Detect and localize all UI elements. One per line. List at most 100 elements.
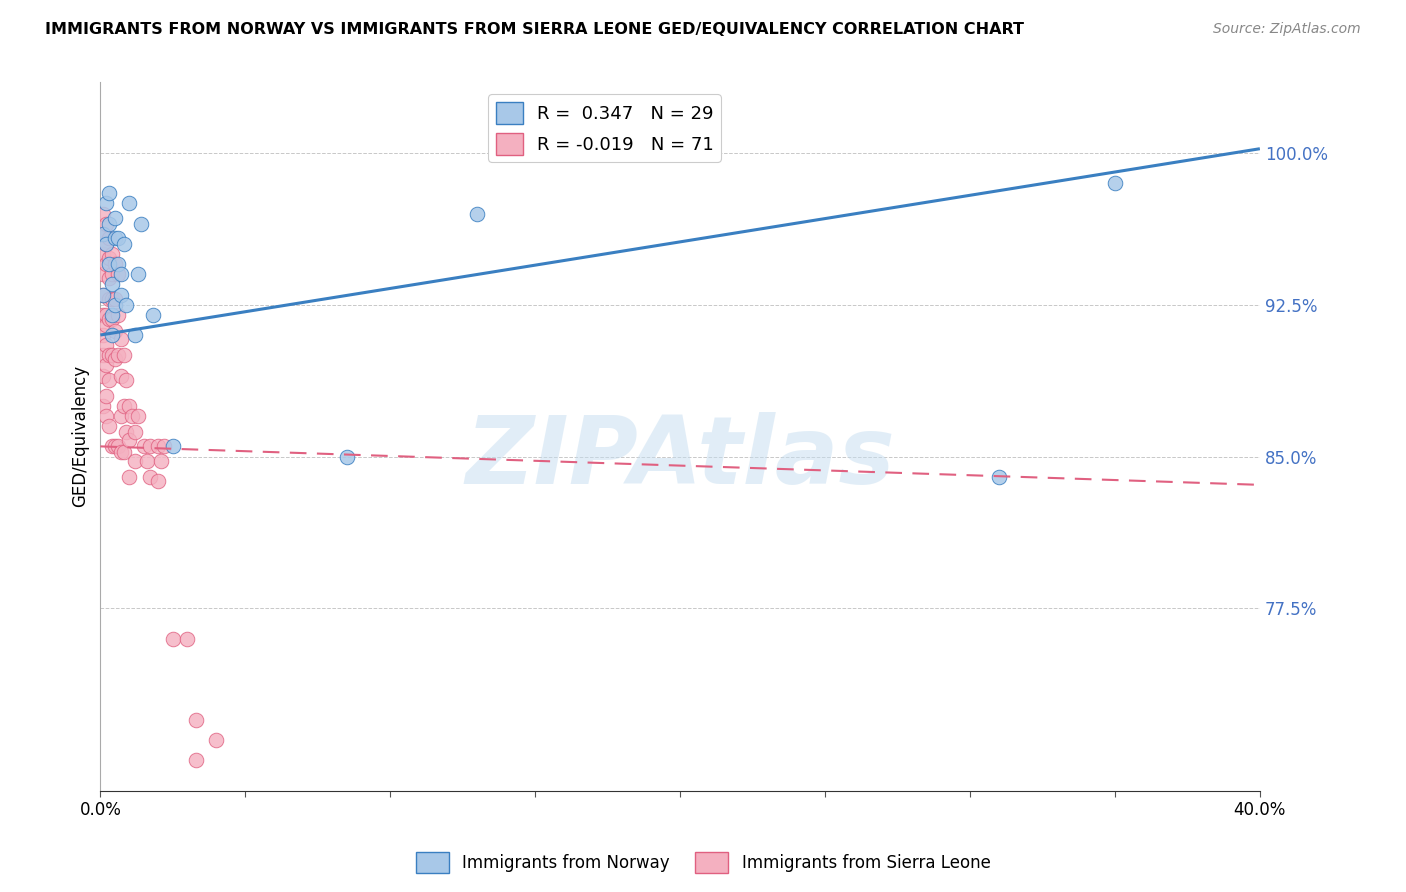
Point	[1104, 176, 1126, 190]
Legend: R =  0.347   N = 29, R = -0.019   N = 71: R = 0.347 N = 29, R = -0.019 N = 71	[488, 95, 721, 162]
Point	[91, 399, 114, 413]
Point	[127, 409, 149, 423]
Point	[98, 251, 121, 265]
Point	[98, 217, 121, 231]
Point	[129, 217, 152, 231]
Point	[91, 206, 114, 220]
Text: Source: ZipAtlas.com: Source: ZipAtlas.com	[1213, 22, 1361, 37]
Point	[141, 308, 163, 322]
Point	[112, 399, 135, 413]
Point	[101, 311, 124, 326]
Point	[107, 231, 129, 245]
Point	[107, 267, 129, 281]
Point	[205, 733, 228, 747]
Point	[94, 318, 117, 332]
Point	[91, 227, 114, 241]
Point	[127, 267, 149, 281]
Point	[98, 373, 121, 387]
Point	[107, 348, 129, 362]
Point	[107, 439, 129, 453]
Point	[104, 298, 127, 312]
Point	[98, 231, 121, 245]
Point	[124, 453, 146, 467]
Point	[104, 292, 127, 306]
Point	[107, 308, 129, 322]
Point	[94, 236, 117, 251]
Point	[101, 348, 124, 362]
Point	[101, 308, 124, 322]
Point	[135, 453, 157, 467]
Point	[115, 425, 138, 440]
Point	[98, 311, 121, 326]
Point	[104, 439, 127, 453]
Y-axis label: GED/Equivalency: GED/Equivalency	[72, 365, 89, 508]
Point	[124, 328, 146, 343]
Point	[94, 338, 117, 352]
Point	[98, 257, 121, 271]
Point	[132, 439, 155, 453]
Point	[176, 632, 198, 646]
Point	[101, 267, 124, 281]
Point	[101, 277, 124, 292]
Point	[91, 247, 114, 261]
Point	[118, 434, 141, 448]
Point	[153, 439, 176, 453]
Point	[91, 227, 114, 241]
Legend: Immigrants from Norway, Immigrants from Sierra Leone: Immigrants from Norway, Immigrants from …	[409, 846, 997, 880]
Point	[91, 287, 114, 301]
Point	[110, 368, 132, 383]
Point	[98, 186, 121, 201]
Point	[98, 348, 121, 362]
Point	[94, 196, 117, 211]
Point	[94, 389, 117, 403]
Point	[110, 409, 132, 423]
Point	[110, 287, 132, 301]
Point	[104, 324, 127, 338]
Point	[118, 196, 141, 211]
Point	[115, 298, 138, 312]
Point	[98, 271, 121, 285]
Point	[184, 753, 207, 767]
Point	[118, 399, 141, 413]
Point	[91, 267, 114, 281]
Point	[91, 368, 114, 383]
Point	[148, 474, 170, 488]
Point	[138, 469, 160, 483]
Point	[184, 713, 207, 727]
Point	[94, 308, 117, 322]
Point	[101, 247, 124, 261]
Point	[94, 236, 117, 251]
Point	[101, 328, 124, 343]
Point	[91, 308, 114, 322]
Point	[104, 257, 127, 271]
Point	[112, 236, 135, 251]
Point	[104, 211, 127, 225]
Point	[138, 439, 160, 453]
Point	[104, 231, 127, 245]
Point	[124, 425, 146, 440]
Point	[112, 445, 135, 459]
Text: IMMIGRANTS FROM NORWAY VS IMMIGRANTS FROM SIERRA LEONE GED/EQUIVALENCY CORRELATI: IMMIGRANTS FROM NORWAY VS IMMIGRANTS FRO…	[45, 22, 1024, 37]
Point	[98, 292, 121, 306]
Point	[110, 445, 132, 459]
Point	[94, 359, 117, 373]
Point	[148, 439, 170, 453]
Point	[118, 469, 141, 483]
Point	[91, 328, 114, 343]
Point	[336, 450, 359, 464]
Point	[101, 439, 124, 453]
Point	[94, 409, 117, 423]
Point	[98, 419, 121, 434]
Point	[465, 206, 488, 220]
Point	[112, 348, 135, 362]
Point	[110, 332, 132, 346]
Point	[94, 217, 117, 231]
Point	[162, 632, 184, 646]
Point	[988, 469, 1011, 483]
Text: ZIPAtlas: ZIPAtlas	[465, 411, 896, 503]
Point	[115, 373, 138, 387]
Point	[162, 439, 184, 453]
Point	[150, 453, 173, 467]
Point	[110, 267, 132, 281]
Point	[101, 292, 124, 306]
